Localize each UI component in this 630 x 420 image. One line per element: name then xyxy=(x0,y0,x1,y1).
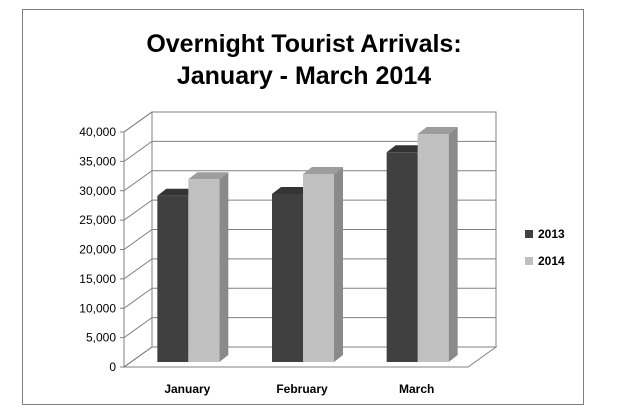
gridline xyxy=(123,317,496,339)
legend: 2013 2014 xyxy=(525,227,565,268)
bar-front xyxy=(157,195,189,362)
bar-2014-january xyxy=(188,172,229,362)
gridline xyxy=(123,111,496,133)
gridline xyxy=(123,170,496,192)
bar-top xyxy=(303,167,343,174)
bar-side xyxy=(334,167,343,362)
bar-top xyxy=(188,172,229,180)
legend-swatch xyxy=(525,257,533,265)
gridline xyxy=(123,199,496,221)
y-tick-label: 20,000 xyxy=(79,243,116,257)
y-axis: 0 5,000 10,000 15,000 20,000 25,000 30,000 35,0… xyxy=(79,125,125,374)
chart-title-line-2: January - March 2014 xyxy=(177,62,431,90)
bar-top xyxy=(157,188,198,196)
gridline xyxy=(123,287,496,309)
y-tick-label: 10,000 xyxy=(79,301,116,315)
bar-2014-february xyxy=(303,167,343,362)
legend-label: 2014 xyxy=(538,254,565,268)
legend-item-2013: 2013 xyxy=(525,227,565,241)
y-tick-label: 5,000 xyxy=(86,331,116,345)
bar-top xyxy=(272,186,312,194)
legend-swatch xyxy=(525,230,533,238)
x-tick-label-january: January xyxy=(164,382,210,396)
y-tick-label: 25,000 xyxy=(79,213,116,227)
grid-lines xyxy=(123,111,496,368)
bar-front xyxy=(303,174,334,362)
bar-top xyxy=(386,145,427,153)
legend-label: 2013 xyxy=(538,227,565,241)
bar-2014-march xyxy=(417,127,458,362)
y-tick-label: 35,000 xyxy=(79,154,116,168)
gridline xyxy=(123,258,496,280)
bar-side xyxy=(448,127,458,362)
x-tick-label-march: March xyxy=(399,382,434,396)
bar-front xyxy=(272,193,303,362)
y-tick-label: 0 xyxy=(109,360,116,374)
chart-title-line-1: Overnight Tourist Arrivals: xyxy=(146,30,461,58)
bar-top xyxy=(417,127,458,135)
legend-item-2014: 2014 xyxy=(525,254,565,268)
bars xyxy=(157,127,458,362)
x-tick-label-february: February xyxy=(276,382,328,396)
bar-front xyxy=(417,134,449,362)
x-axis: January February March xyxy=(164,382,434,396)
bar-front xyxy=(188,179,220,362)
bar-chart: Overnight Tourist Arrivals: January - Ma… xyxy=(79,30,565,396)
y-tick-label: 40,000 xyxy=(79,125,116,139)
gridline xyxy=(123,346,496,368)
gridline xyxy=(123,229,496,250)
y-tick-label: 30,000 xyxy=(79,184,116,198)
gridline xyxy=(123,140,496,162)
y-tick-label: 15,000 xyxy=(79,272,116,286)
bar-front xyxy=(386,152,418,362)
chart-frame: Overnight Tourist Arrivals: January - Ma… xyxy=(22,9,584,405)
bar-side xyxy=(219,172,229,362)
